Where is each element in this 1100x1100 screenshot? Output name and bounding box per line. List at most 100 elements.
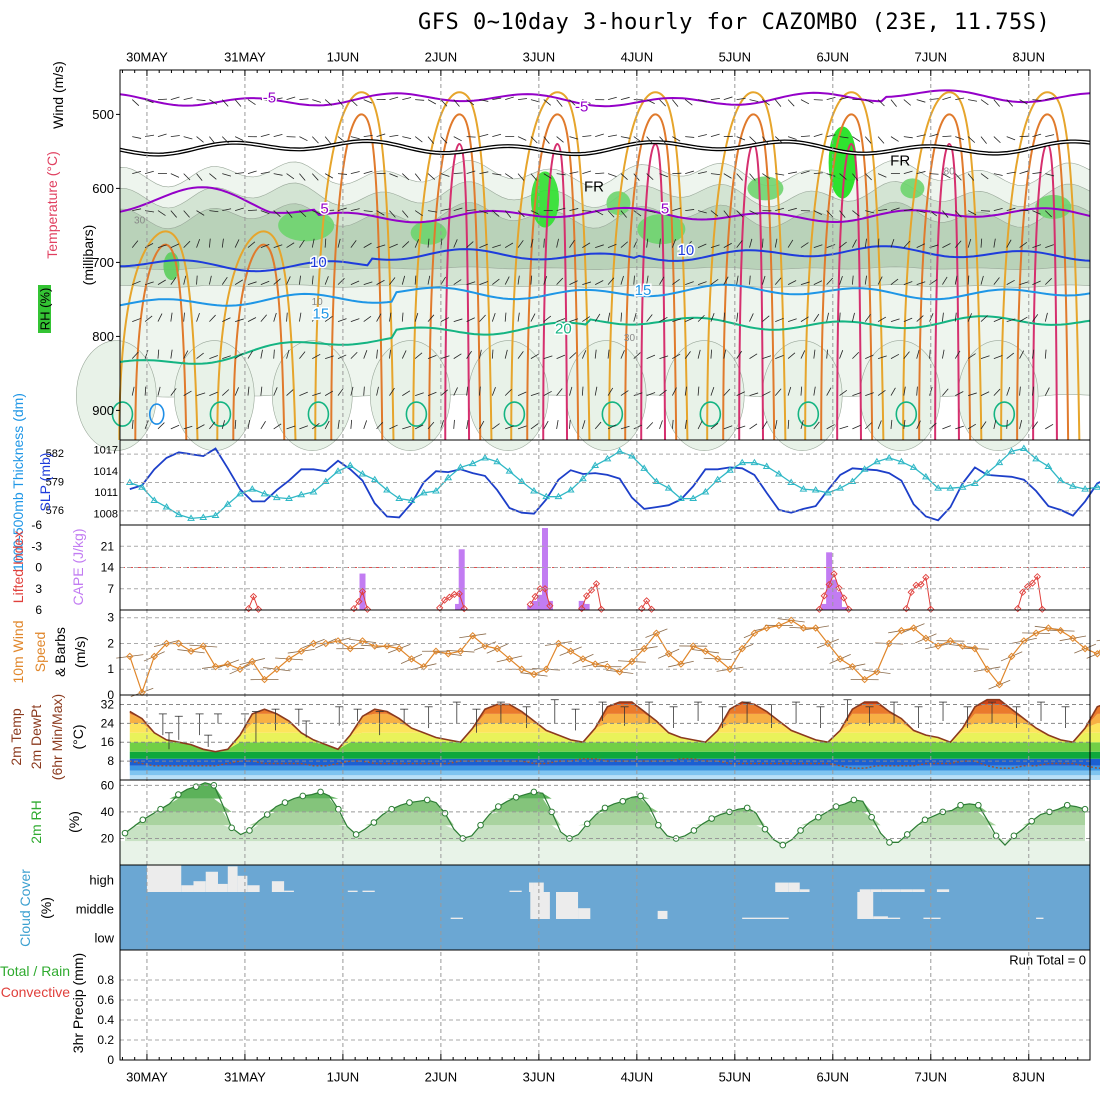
wind-barb bbox=[209, 391, 218, 396]
wind-barb bbox=[633, 312, 637, 322]
wind-barb bbox=[723, 173, 732, 179]
wind-barb bbox=[427, 391, 437, 396]
wind-barb bbox=[401, 312, 404, 322]
wind-barb bbox=[414, 352, 423, 359]
rh-marker bbox=[690, 827, 698, 834]
wind-speed-marker bbox=[1007, 652, 1016, 661]
rh-lowlevel-patch bbox=[76, 340, 157, 451]
cloud-block-high bbox=[237, 875, 248, 892]
wind-barb bbox=[453, 279, 462, 285]
wind-barb bbox=[697, 243, 707, 248]
slp-marker bbox=[1093, 483, 1100, 490]
wind-axis-label: 10m Wind bbox=[10, 620, 26, 683]
cape-bar bbox=[835, 591, 842, 610]
wind-speed-marker bbox=[909, 624, 918, 632]
lifted-index-marker bbox=[436, 604, 444, 612]
wind-barb bbox=[144, 349, 149, 359]
wind-barb bbox=[517, 275, 520, 285]
wind-barb bbox=[492, 278, 500, 285]
wind-barb bbox=[659, 355, 669, 359]
slp-marker bbox=[285, 494, 293, 502]
wind-barb bbox=[607, 424, 617, 430]
wind-barb bbox=[466, 386, 469, 396]
contour-label: FR bbox=[890, 153, 910, 170]
wind-speed-marker bbox=[775, 621, 783, 630]
wind-speed-marker bbox=[260, 675, 269, 684]
cape-bar bbox=[537, 594, 544, 610]
wind-barb bbox=[453, 419, 455, 429]
rh-marker bbox=[388, 805, 395, 813]
wind-speed-marker bbox=[934, 642, 942, 650]
rh-marker bbox=[530, 788, 538, 796]
wind-barb bbox=[299, 136, 308, 142]
wind-barb bbox=[826, 424, 835, 430]
rh-marker bbox=[797, 827, 804, 834]
wind-barb bbox=[749, 238, 753, 248]
wind-barb bbox=[196, 99, 206, 102]
lifted-index-marker bbox=[254, 605, 263, 613]
wind-speed-marker bbox=[150, 652, 159, 661]
lifted-index-marker bbox=[249, 592, 258, 601]
wind-barb bbox=[222, 173, 232, 177]
wind-barb bbox=[170, 312, 173, 322]
slp-marker bbox=[922, 472, 930, 480]
precip-axis-label: Convective bbox=[1, 984, 70, 1000]
wind-barb bbox=[646, 354, 656, 359]
cloud-block-high bbox=[881, 889, 901, 892]
wind-barb bbox=[530, 173, 538, 181]
slp-marker bbox=[628, 452, 636, 459]
cloud-axis-label: (%) bbox=[38, 897, 54, 919]
wind-barb bbox=[569, 386, 573, 396]
wind-barb bbox=[1006, 239, 1012, 248]
wind-barb bbox=[659, 208, 669, 211]
wind-barb bbox=[877, 355, 887, 359]
cape-li-axis-label: CAPE (J/kg) bbox=[70, 528, 86, 605]
li-tick-label: 0 bbox=[35, 561, 42, 575]
date-label-bottom: 6JUN bbox=[817, 1070, 850, 1085]
wind-barb bbox=[1032, 280, 1041, 285]
wind-barb bbox=[877, 99, 885, 107]
slp-tick-label: 1008 bbox=[94, 508, 118, 520]
slp-marker bbox=[456, 463, 465, 470]
wind-barb bbox=[157, 386, 161, 396]
freezing-level-inner bbox=[119, 140, 1091, 156]
wind-barb bbox=[890, 207, 900, 211]
wind-barb bbox=[980, 238, 983, 248]
wind-barb bbox=[1019, 316, 1028, 322]
rh-marker bbox=[263, 811, 271, 818]
wind-barb bbox=[864, 136, 872, 144]
wind-barb bbox=[1006, 136, 1016, 141]
wind-barb bbox=[363, 210, 373, 213]
date-label-bottom: 7JUN bbox=[915, 1070, 948, 1085]
pressure-tick-label: 900 bbox=[92, 403, 114, 418]
isotherm-contour bbox=[119, 283, 1091, 307]
cloud-block-middle bbox=[657, 910, 668, 919]
wind-speed-marker bbox=[432, 647, 440, 655]
wind-axis-label: (m/s) bbox=[72, 636, 88, 668]
wind-barb bbox=[1044, 349, 1047, 359]
wind-speed-marker bbox=[897, 626, 906, 635]
wind-barb bbox=[196, 173, 203, 181]
wind-barb bbox=[852, 275, 854, 285]
wind-barb bbox=[607, 134, 617, 137]
wind-barb bbox=[427, 421, 435, 430]
wind-barb bbox=[646, 99, 655, 105]
wind-barb bbox=[672, 136, 681, 142]
wind-barb bbox=[427, 354, 437, 359]
wind-barb bbox=[582, 281, 592, 285]
date-label-top: 7JUN bbox=[915, 50, 948, 65]
wind-barb bbox=[440, 355, 450, 359]
slp-marker bbox=[860, 465, 869, 472]
wind-barb bbox=[864, 238, 867, 248]
wind-barb bbox=[774, 277, 782, 285]
wind-speed-marker bbox=[358, 637, 367, 645]
wind-barb bbox=[299, 98, 309, 100]
wind-barb bbox=[350, 99, 358, 107]
slp-marker bbox=[677, 494, 685, 502]
wind-barb bbox=[260, 349, 263, 359]
temperature-axis-label: (6hr Min/Max) bbox=[49, 694, 65, 780]
wind-barb bbox=[813, 172, 823, 174]
wind-barb bbox=[684, 99, 693, 106]
wind-barb bbox=[1032, 172, 1042, 174]
wind-barb bbox=[646, 422, 654, 430]
